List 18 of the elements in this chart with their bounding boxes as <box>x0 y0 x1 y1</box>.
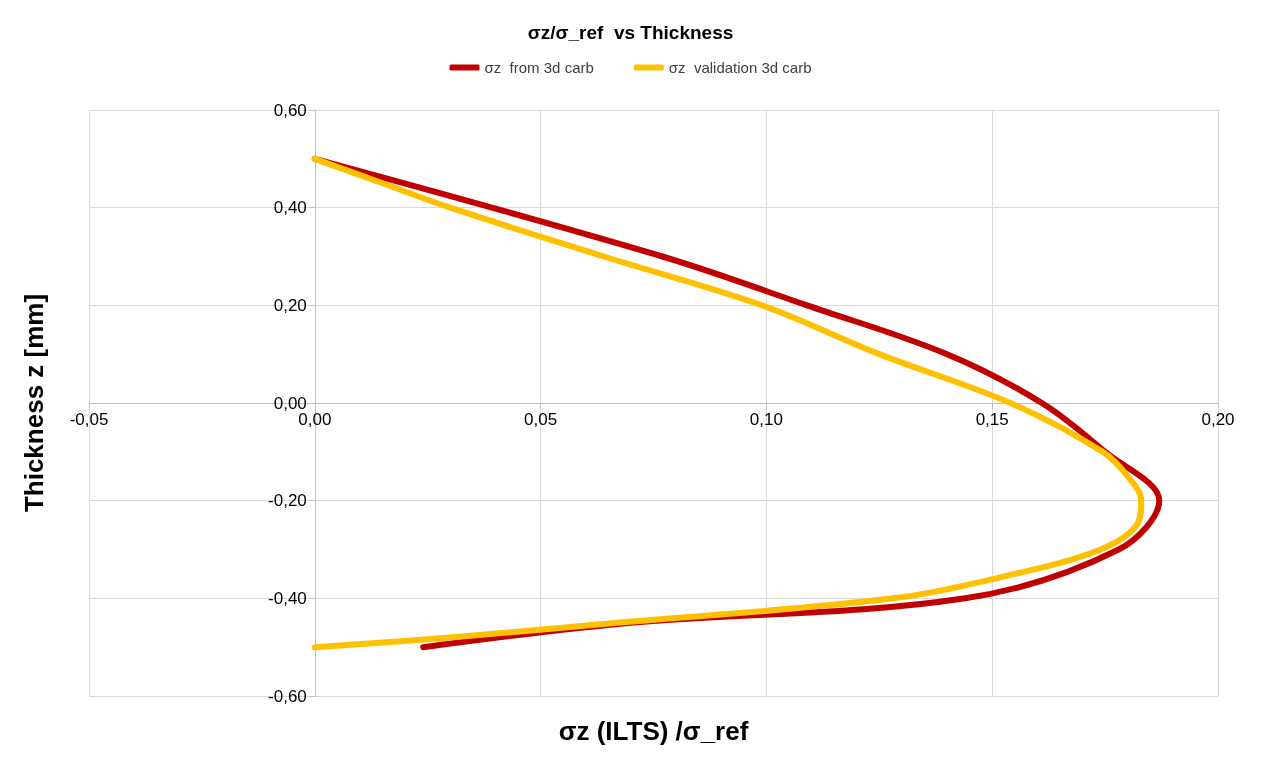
chart-title: σz/σ_ref vs Thickness <box>527 22 734 43</box>
y-tick-label: 0,40 <box>273 198 307 218</box>
y-tick-label: 0,20 <box>273 295 307 315</box>
x-axis-title: σz (ILTS) /σ_ref <box>558 716 749 746</box>
y-axis-title: Thickness z [mm] <box>18 293 49 513</box>
x-tick-label: 0,00 <box>298 410 332 429</box>
legend-label: σz from 3d carb <box>484 59 594 76</box>
x-tick-label: 0,15 <box>975 410 1009 429</box>
x-tick-label: 0,10 <box>749 410 783 429</box>
legend-label: σz validation 3d carb <box>668 59 812 76</box>
y-tick-label: 0,60 <box>273 100 307 120</box>
y-tick-label: 0,00 <box>273 393 307 413</box>
y-tick-label: -0,20 <box>268 491 307 511</box>
y-tick-label: -0,40 <box>268 588 307 608</box>
x-tick-label: 0,05 <box>524 410 558 429</box>
y-tick-label: -0,60 <box>268 686 307 706</box>
x-tick-label: -0,05 <box>69 410 109 429</box>
x-tick-label: 0,20 <box>1201 410 1235 429</box>
